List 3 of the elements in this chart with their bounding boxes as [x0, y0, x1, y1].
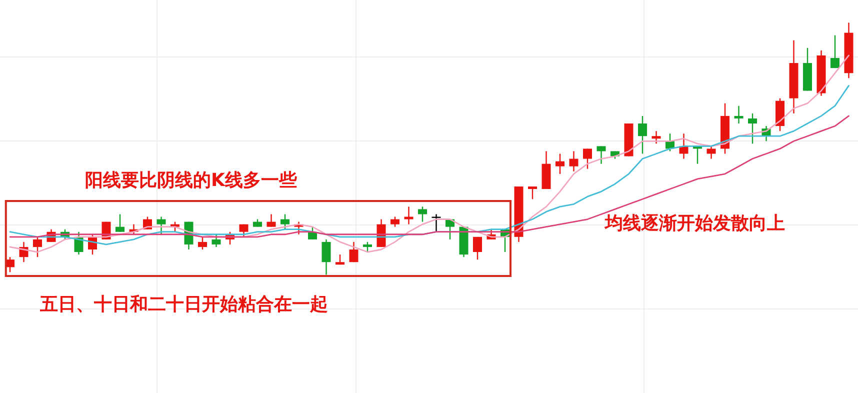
text: 五日、十日和二十日开始粘合在一起 — [39, 294, 328, 315]
annotation: 阳线要比阴线的K线多一些 — [85, 170, 297, 191]
annotation: 均线逐渐开始发散向上 — [604, 213, 785, 234]
